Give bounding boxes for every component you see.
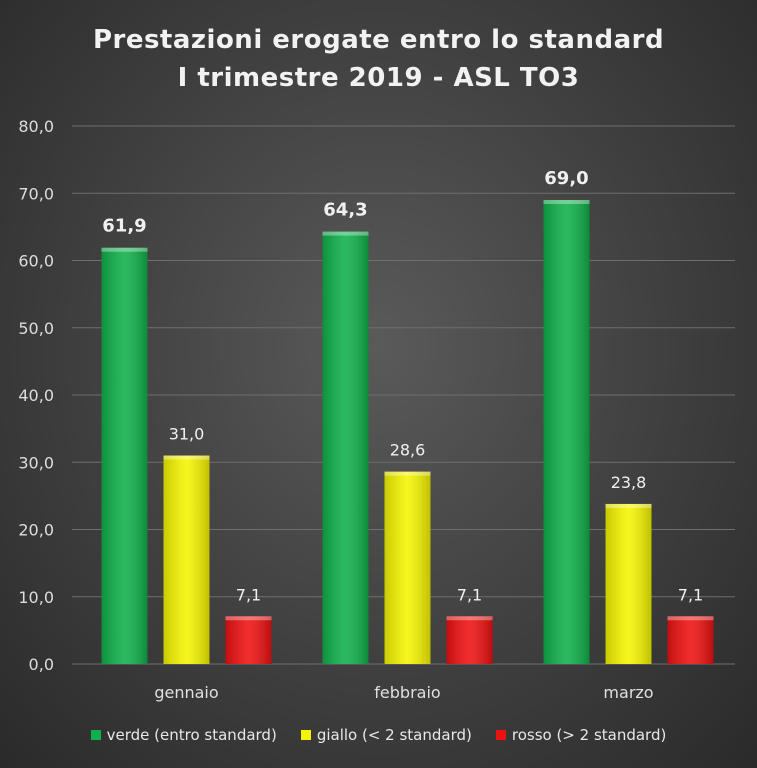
- bar-top-highlight: [322, 231, 369, 236]
- legend-label-giallo: giallo (< 2 standard): [316, 726, 472, 744]
- chart-title-line-1: Prestazioni erogate entro lo standard: [92, 25, 665, 55]
- data-label: 28,6: [390, 441, 426, 460]
- y-tick-label: 20,0: [18, 521, 54, 540]
- bar-top-highlight: [384, 471, 431, 476]
- y-tick-label: 10,0: [18, 588, 54, 607]
- data-label: 31,0: [169, 425, 205, 444]
- bar-shading: [163, 455, 210, 664]
- bar-shading: [101, 247, 148, 664]
- legend: verde (entro standard) giallo (< 2 stand…: [0, 726, 757, 744]
- bars: [101, 199, 714, 664]
- y-tick-label: 0,0: [29, 655, 54, 674]
- legend-swatch-giallo: [300, 730, 311, 740]
- bar-top-highlight: [446, 616, 493, 621]
- x-tick-label: febbraio: [374, 683, 440, 702]
- bar-shading: [225, 616, 272, 664]
- bar-top-highlight: [101, 247, 148, 252]
- legend-item-giallo: giallo (< 2 standard): [300, 726, 472, 744]
- legend-swatch-rosso: [495, 730, 506, 740]
- bar-top-highlight: [605, 503, 652, 508]
- data-label: 7,1: [678, 585, 703, 604]
- bar-shading: [667, 616, 714, 664]
- data-labels: 61,9 31,0 7,1 64,3 28,6 7,1 69,0 23,8 7,1: [102, 168, 703, 604]
- legend-label-verde: verde (entro standard): [106, 726, 277, 744]
- y-tick-label: 70,0: [18, 184, 54, 203]
- data-label: 23,8: [611, 473, 647, 492]
- bar-shading: [322, 231, 369, 664]
- y-tick-label: 80,0: [18, 117, 54, 136]
- y-axis-ticks: 0,0 10,0 20,0 30,0 40,0 50,0 60,0 70,0 80,0: [18, 117, 54, 674]
- data-label: 7,1: [457, 585, 482, 604]
- bar-top-highlight: [667, 616, 714, 621]
- bar-shading: [543, 199, 590, 664]
- x-tick-label: gennaio: [154, 683, 218, 702]
- legend-label-rosso: rosso (> 2 standard): [511, 726, 667, 744]
- legend-swatch-verde: [90, 730, 101, 740]
- bar-shading: [605, 503, 652, 664]
- bar-shading: [384, 471, 431, 664]
- data-label: 61,9: [102, 216, 146, 237]
- data-label: 69,0: [544, 168, 588, 189]
- data-label: 64,3: [323, 200, 367, 221]
- y-tick-label: 30,0: [18, 453, 54, 472]
- bar-top-highlight: [225, 616, 272, 621]
- chart-title-line-2: I trimestre 2019 - ASL TO3: [177, 63, 580, 93]
- y-tick-label: 60,0: [18, 252, 54, 271]
- legend-item-verde: verde (entro standard): [90, 726, 277, 744]
- x-axis-ticks: gennaio febbraio marzo: [154, 683, 653, 702]
- y-tick-label: 50,0: [18, 319, 54, 338]
- bar-shading: [446, 616, 493, 664]
- y-tick-label: 40,0: [18, 386, 54, 405]
- legend-item-rosso: rosso (> 2 standard): [495, 726, 667, 744]
- bar-top-highlight: [543, 199, 590, 204]
- x-tick-label: marzo: [603, 683, 653, 702]
- bar-top-highlight: [163, 455, 210, 460]
- data-label: 7,1: [236, 585, 261, 604]
